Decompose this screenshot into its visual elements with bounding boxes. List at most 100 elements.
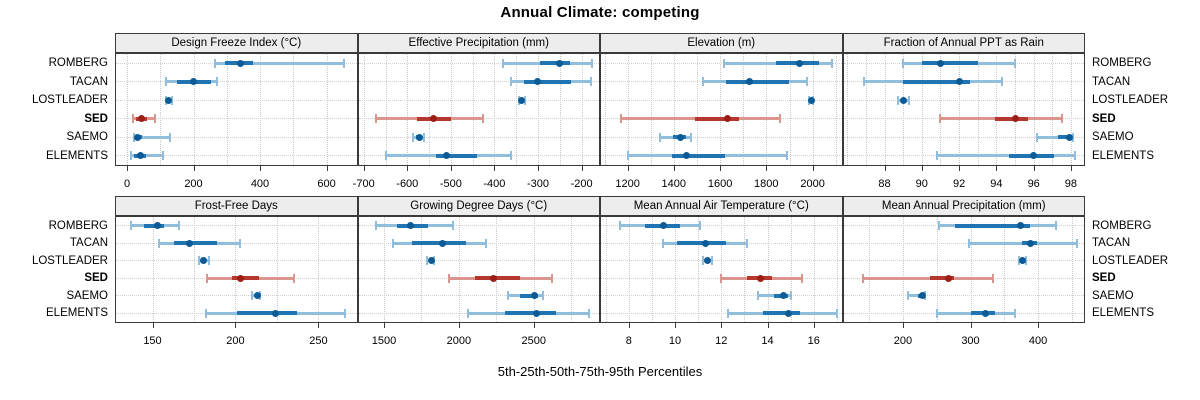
panel-strip: Frost-Free Days [115, 196, 358, 216]
whisker-cap-low [939, 114, 942, 124]
plot-panel [842, 53, 1085, 166]
category-label: TACAN [69, 237, 108, 250]
horizontal-gridline [601, 99, 842, 101]
vertical-gridline [260, 54, 261, 165]
axis-tick-label: 96 [1027, 178, 1040, 190]
vertical-gridline [1070, 54, 1072, 165]
whisker-cap-low [206, 273, 209, 283]
median-dot [899, 96, 907, 104]
axis-tick [458, 323, 460, 328]
whisker-cap-low [412, 132, 415, 142]
vertical-gridline [697, 54, 698, 165]
axis-tick-label: 90 [915, 178, 928, 190]
vertical-gridline [450, 54, 452, 165]
whisker-cap-high [550, 273, 553, 283]
axis-tick-label: 92 [952, 178, 966, 190]
median-dot [438, 239, 446, 247]
whisker-cap-low [863, 77, 865, 87]
category-label: ELEMENTS [1092, 149, 1154, 162]
axis-tick-label: -200 [570, 178, 593, 190]
whisker-cap-high [907, 95, 910, 105]
whisker-cap-high [786, 151, 789, 161]
vertical-gridline [421, 217, 423, 322]
axis-tick-label: 200 [226, 335, 245, 347]
vertical-gridline [921, 54, 923, 165]
vertical-gridline [996, 54, 998, 165]
horizontal-gridline [843, 99, 1084, 101]
vertical-gridline [276, 217, 278, 322]
percentile-5-95-whisker [214, 61, 344, 65]
axis-tick [581, 166, 583, 171]
vertical-gridline [1004, 217, 1006, 322]
percentile-25-75-bar [232, 276, 259, 281]
horizontal-gridline [358, 99, 599, 101]
axis-tick [1038, 323, 1040, 328]
vertical-gridline [673, 54, 675, 165]
axis-tick [812, 166, 814, 171]
median-dot [944, 274, 952, 282]
whisker-cap-low [385, 151, 388, 161]
axis-tick [902, 323, 904, 328]
vertical-gridline [721, 217, 723, 322]
axis-tick [1033, 166, 1035, 171]
horizontal-gridline [843, 242, 1084, 244]
horizontal-gridline [116, 99, 357, 101]
median-dot [796, 59, 804, 67]
percentile-5-95-whisker [131, 154, 163, 158]
whisker-cap-low [896, 95, 899, 105]
whisker-cap-high [153, 114, 156, 124]
median-dot [659, 222, 667, 230]
whisker-cap-low [502, 58, 505, 68]
percentile-25-75-bar [524, 79, 571, 84]
axis-tick-label: 12 [715, 335, 728, 347]
median-dot [981, 309, 989, 317]
median-dot [136, 152, 144, 160]
whisker-cap-low [701, 256, 704, 266]
axis-tick-label: 16 [807, 335, 820, 347]
category-label: LOSTLEADER [31, 254, 108, 267]
horizontal-gridline [843, 260, 1084, 262]
whisker-cap-high [1014, 58, 1016, 68]
vertical-gridline [884, 54, 886, 165]
vertical-gridline [429, 54, 431, 165]
axis-tick-label: -600 [396, 178, 419, 190]
axis-tick-label: 2500 [521, 335, 547, 347]
median-dot [190, 78, 198, 86]
whisker-cap-high [778, 114, 781, 124]
whisker-cap-high [343, 308, 346, 318]
plot-panel [115, 53, 358, 166]
axis-tick [193, 166, 195, 171]
horizontal-gridline [358, 136, 599, 138]
vertical-gridline [720, 54, 722, 165]
vertical-gridline [385, 54, 387, 165]
vertical-gridline [326, 54, 328, 165]
horizontal-gridline [358, 295, 599, 297]
category-label: ROMBERG [1092, 57, 1152, 70]
whisker-cap-low [1036, 132, 1039, 142]
whisker-cap-low [701, 77, 704, 87]
whisker-cap-low [619, 114, 622, 124]
median-dot [138, 115, 146, 123]
category-label: SED [1092, 112, 1116, 125]
horizontal-gridline [358, 225, 599, 227]
whisker-cap-high [161, 151, 164, 161]
whisker-cap-high [805, 77, 808, 87]
axis-tick [766, 166, 768, 171]
category-label: ROMBERG [1092, 219, 1152, 232]
percentile-25-75-bar [694, 116, 739, 121]
whisker-cap-high [292, 273, 295, 283]
whisker-cap-high [422, 132, 425, 142]
vertical-gridline [193, 54, 195, 165]
whisker-cap-low [757, 291, 760, 301]
horizontal-gridline [601, 295, 842, 297]
vertical-gridline [743, 54, 745, 165]
percentile-25-75-bar [921, 61, 978, 66]
whisker-cap-low [129, 221, 132, 231]
vertical-gridline [835, 54, 837, 165]
horizontal-gridline [601, 62, 842, 64]
horizontal-gridline [116, 81, 357, 83]
category-label: SAEMO [1092, 289, 1134, 302]
vertical-gridline [1071, 217, 1073, 322]
horizontal-gridline [601, 136, 842, 138]
whisker-cap-high [711, 256, 713, 266]
